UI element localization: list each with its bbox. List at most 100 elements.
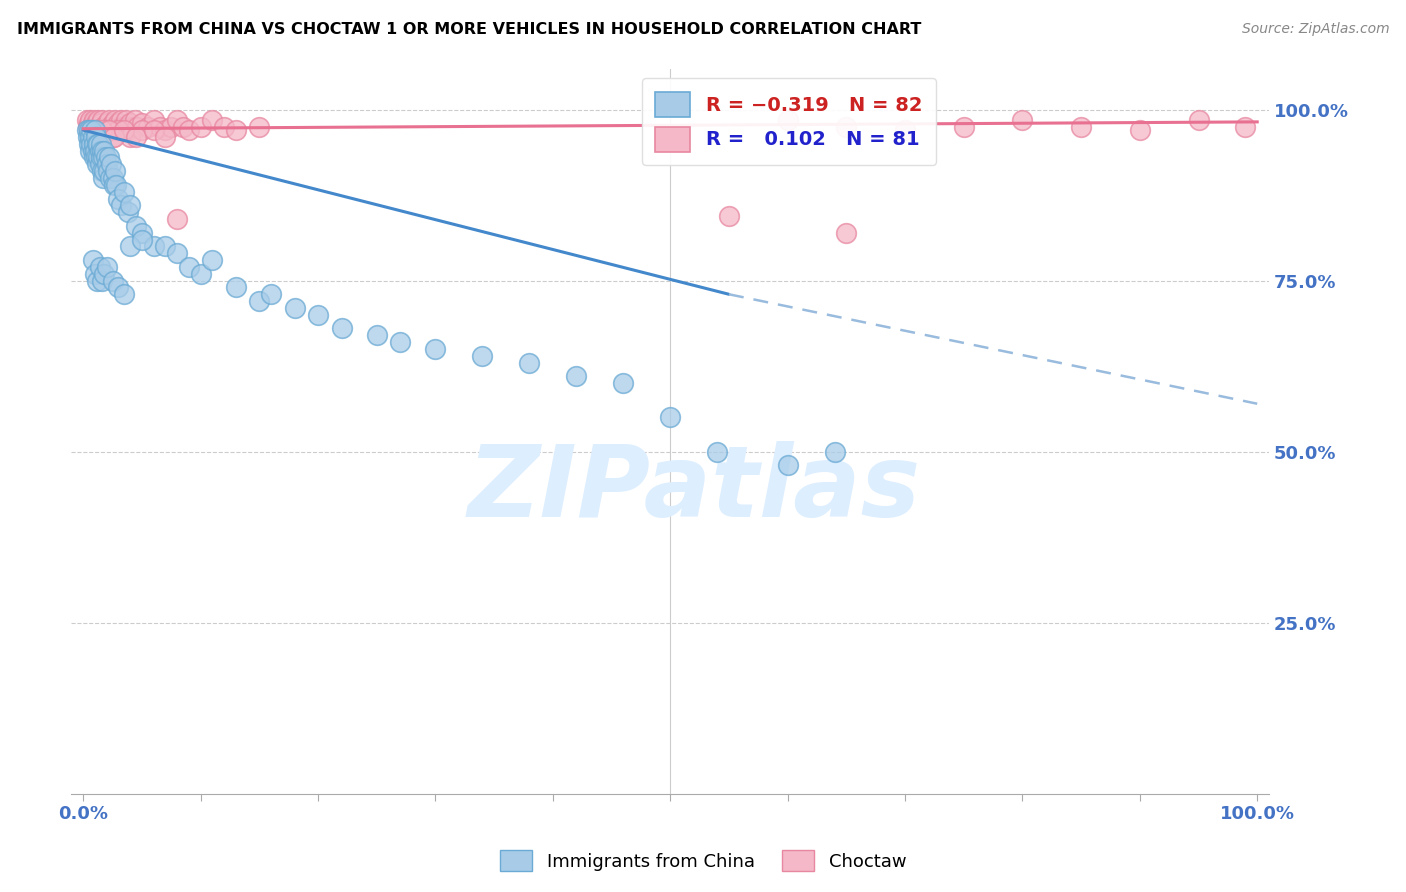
Point [84, 151, 107, 165]
Point [91, 151, 114, 165]
Point [98, 112, 121, 127]
Point [98, 171, 121, 186]
Legend: R = −0.319   N = 82, R =   0.102   N = 81: R = −0.319 N = 82, R = 0.102 N = 81 [641, 78, 936, 165]
Point [190, 120, 212, 134]
Point [117, 123, 139, 137]
Point [225, 280, 247, 294]
Point [96, 157, 118, 171]
Point [142, 112, 165, 127]
Point [166, 112, 188, 127]
Point [101, 116, 124, 130]
Point [835, 120, 858, 134]
Point [98, 151, 121, 165]
Point [90, 151, 112, 165]
Point [112, 123, 135, 137]
Point [91, 171, 114, 186]
Point [112, 287, 135, 301]
Point [172, 120, 194, 134]
Point [84, 116, 107, 130]
Point [103, 130, 125, 145]
Point [90, 130, 112, 145]
Point [93, 123, 115, 137]
Point [93, 164, 115, 178]
Point [425, 342, 447, 356]
Point [1187, 112, 1209, 127]
Point [717, 209, 740, 223]
Point [105, 178, 128, 192]
Point [112, 185, 135, 199]
Point [952, 120, 974, 134]
Point [80, 120, 103, 134]
Point [110, 198, 132, 212]
Point [283, 301, 305, 315]
Point [160, 120, 183, 134]
Point [96, 260, 118, 274]
Point [108, 120, 131, 134]
Point [84, 130, 107, 145]
Point [77, 120, 100, 134]
Point [93, 267, 115, 281]
Point [83, 151, 105, 165]
Point [894, 123, 917, 137]
Point [114, 112, 136, 127]
Point [104, 112, 127, 127]
Point [84, 123, 107, 137]
Point [155, 239, 177, 253]
Point [93, 144, 115, 158]
Point [103, 120, 125, 134]
Point [131, 123, 153, 137]
Point [155, 123, 177, 137]
Point [111, 120, 134, 134]
Point [110, 112, 132, 127]
Point [120, 239, 142, 253]
Point [90, 116, 112, 130]
Point [82, 144, 104, 158]
Point [136, 120, 159, 134]
Point [107, 192, 129, 206]
Point [120, 198, 142, 212]
Point [89, 157, 111, 171]
Point [366, 328, 388, 343]
Point [83, 112, 105, 127]
Point [117, 205, 139, 219]
Point [142, 239, 165, 253]
Point [177, 123, 200, 137]
Point [1070, 120, 1092, 134]
Point [91, 112, 114, 127]
Text: ZIPatlas: ZIPatlas [468, 441, 921, 538]
Point [79, 112, 101, 127]
Point [142, 123, 165, 137]
Point [260, 287, 283, 301]
Point [1129, 123, 1152, 137]
Point [91, 164, 114, 178]
Point [83, 136, 105, 151]
Point [84, 267, 107, 281]
Point [212, 120, 235, 134]
Point [79, 130, 101, 145]
Point [76, 112, 98, 127]
Point [706, 444, 728, 458]
Point [307, 308, 329, 322]
Point [77, 130, 100, 145]
Point [1011, 112, 1033, 127]
Point [97, 164, 120, 178]
Point [112, 120, 135, 134]
Point [517, 356, 540, 370]
Point [86, 274, 108, 288]
Point [96, 123, 118, 137]
Point [120, 130, 142, 145]
Point [177, 260, 200, 274]
Point [776, 112, 799, 127]
Point [82, 253, 104, 268]
Point [100, 157, 122, 171]
Point [82, 130, 104, 145]
Point [94, 151, 117, 165]
Point [776, 458, 799, 473]
Point [101, 130, 124, 145]
Point [80, 136, 103, 151]
Text: Source: ZipAtlas.com: Source: ZipAtlas.com [1241, 22, 1389, 37]
Point [127, 120, 149, 134]
Point [120, 116, 142, 130]
Point [330, 321, 353, 335]
Point [112, 123, 135, 137]
